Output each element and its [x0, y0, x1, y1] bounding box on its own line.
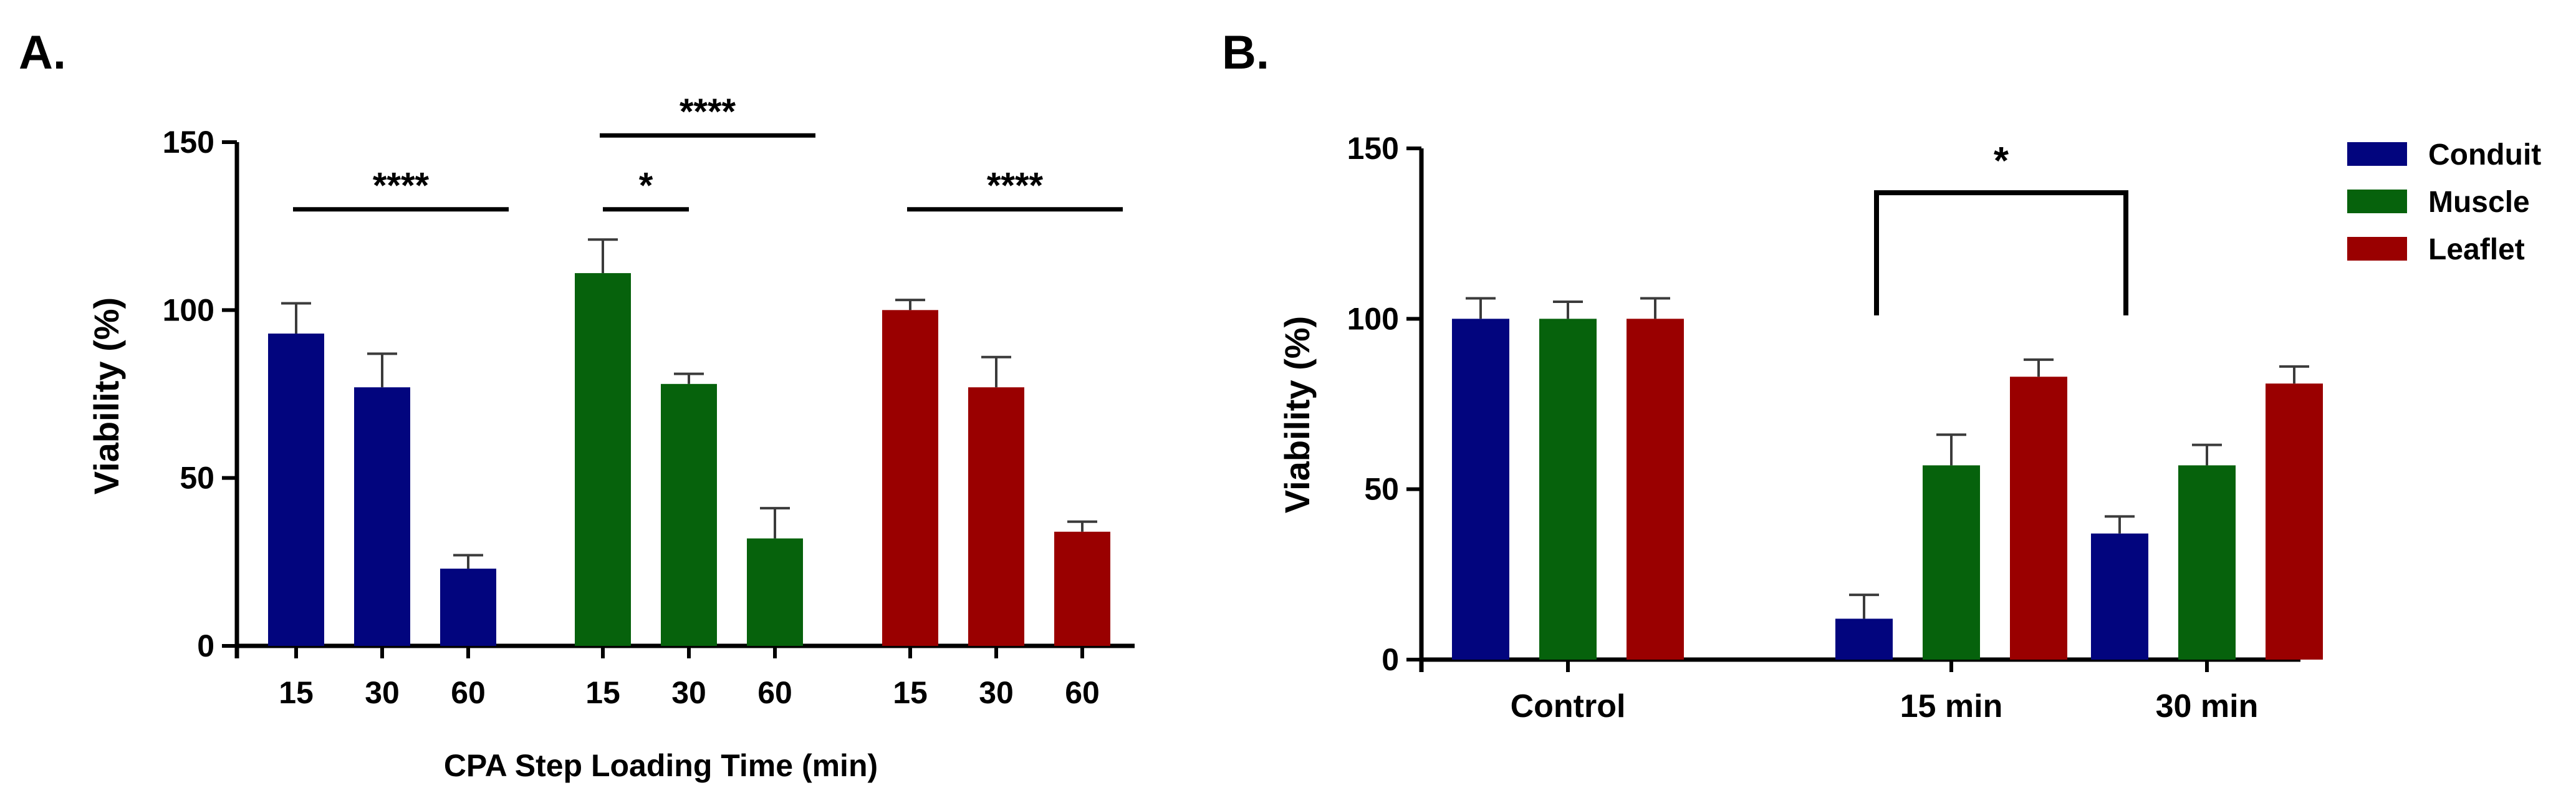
chart-b-bar [1627, 319, 1684, 660]
chart-a-y-tick-label: 50 [180, 461, 214, 496]
chart-a-bar [747, 538, 803, 646]
chart-b-bar [2266, 383, 2323, 660]
chart-a-bar [1054, 531, 1110, 646]
chart-b-legend-swatch [2347, 237, 2407, 261]
chart-b-legend-label: Leaflet [2428, 233, 2525, 266]
chart-a-significance-label: **** [987, 166, 1044, 206]
chart-a-x-tick-label: 30 [671, 675, 706, 710]
panel-a-label: A. [19, 26, 66, 79]
chart-b-y-tick-label: 100 [1347, 301, 1399, 336]
chart-b-significance-label: * [1994, 140, 2009, 183]
chart-a-significance-label: **** [680, 92, 736, 132]
chart-a-x-tick-label: 30 [979, 675, 1014, 710]
chart-a-bar [968, 387, 1024, 646]
chart-b-legend-label: Conduit [2428, 138, 2541, 171]
chart-a-significance-label: **** [373, 166, 430, 206]
chart-a-x-tick-label: 15 [279, 675, 314, 710]
chart-a-significance-label: * [639, 166, 653, 206]
chart-b-x-tick-label: 15 min [1900, 688, 2003, 724]
chart-a-bar [882, 310, 938, 646]
chart-b-y-tick-label: 150 [1347, 131, 1399, 166]
chart-a-x-tick-label: 15 [893, 675, 928, 710]
chart-b-y-tick-label: 50 [1364, 472, 1399, 507]
chart-a-x-tick-label: 60 [451, 675, 486, 710]
chart-a-bar [440, 569, 496, 646]
chart-b: Viability (%) 0 50 100 150 Control 15 min 30 m… [1277, 131, 2323, 724]
chart-a-y-label: Viability (%) [87, 297, 126, 494]
chart-b-bar [1452, 319, 1509, 660]
chart-b-bar [2010, 377, 2067, 660]
chart-b-x-tick-label: Control [1511, 688, 1626, 724]
chart-a-y-tick-label: 100 [163, 292, 214, 327]
chart-b-legend-swatch [2347, 190, 2407, 213]
chart-a-x-tick-label: 15 [585, 675, 620, 710]
chart-a-bar [661, 383, 717, 646]
chart-a: Viability (%) CPA Step Loading Time (min… [87, 92, 1135, 783]
chart-a-x-tick-label: 30 [365, 675, 400, 710]
chart-a-x-tick-label: 60 [1065, 675, 1100, 710]
chart-a-y-tick-label: 0 [197, 628, 214, 663]
panel-b-label: B. [1222, 26, 1269, 79]
chart-a-x-tick-label: 60 [757, 675, 792, 710]
chart-b-y-label: Viability (%) [1277, 316, 1317, 513]
chart-b-y-tick-label: 0 [1382, 642, 1399, 677]
chart-a-bar [354, 387, 410, 646]
chart-b-legend-label: Muscle [2428, 186, 2530, 219]
chart-b-bar [2091, 533, 2148, 660]
chart-b-bar [2178, 465, 2236, 660]
chart-b-bar [1923, 465, 1980, 660]
chart-b-legend-swatch [2347, 142, 2407, 166]
chart-b-significance-bracket [1874, 190, 2128, 315]
chart-b-bar [1835, 618, 1893, 660]
chart-b-legend: Conduit Muscle Leaflet [2347, 138, 2541, 266]
chart-a-bar [575, 273, 631, 647]
chart-a-x-label: CPA Step Loading Time (min) [444, 748, 878, 783]
chart-b-bar [1539, 319, 1597, 660]
chart-a-bar [268, 334, 324, 646]
chart-b-x-tick-label: 30 min [2156, 688, 2259, 724]
chart-a-y-tick-label: 150 [163, 125, 214, 160]
